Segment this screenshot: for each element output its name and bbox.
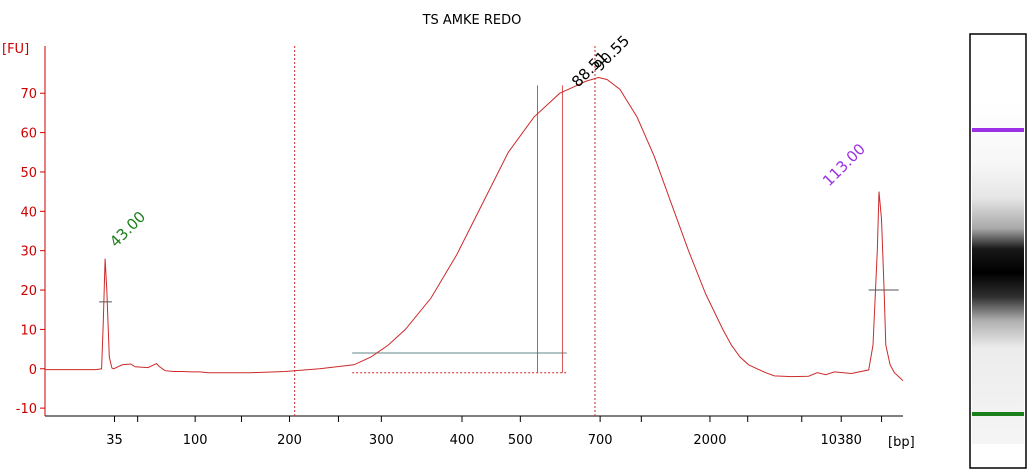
y-tick-label: 60 <box>20 127 37 142</box>
x-tick-label: 400 <box>450 433 475 448</box>
x-tick-label: 100 <box>183 433 208 448</box>
peak-label: 113.00 <box>819 140 869 190</box>
electropherogram-trace <box>45 76 904 381</box>
y-tick-label: 50 <box>20 166 37 181</box>
gel-lane-smear <box>972 102 1024 444</box>
gel-lower-marker-band <box>972 412 1024 416</box>
gel-lane <box>969 33 1027 469</box>
x-tick-label: 2000 <box>693 433 726 448</box>
y-tick-label: 40 <box>20 205 37 220</box>
gel-upper-marker-band <box>972 128 1024 132</box>
y-tick-label: 20 <box>20 284 37 299</box>
x-tick-label: 35 <box>106 433 123 448</box>
y-axis-label: [FU] <box>2 42 29 57</box>
x-tick-label: 700 <box>588 433 613 448</box>
y-tick-label: -10 <box>16 402 37 417</box>
peak-label: 43.00 <box>106 208 149 251</box>
y-tick-label: 70 <box>20 87 37 102</box>
x-tick-label: 500 <box>508 433 533 448</box>
x-tick-label: 200 <box>277 433 302 448</box>
x-axis-label: [bp] <box>888 435 915 450</box>
y-tick-label: 0 <box>29 363 37 378</box>
y-tick-label: 30 <box>20 245 37 260</box>
y-tick-label: 10 <box>20 323 37 338</box>
x-tick-label: 10380 <box>821 433 862 448</box>
x-tick-label: 300 <box>369 433 394 448</box>
chart-title: TS AMKE REDO <box>422 13 522 28</box>
